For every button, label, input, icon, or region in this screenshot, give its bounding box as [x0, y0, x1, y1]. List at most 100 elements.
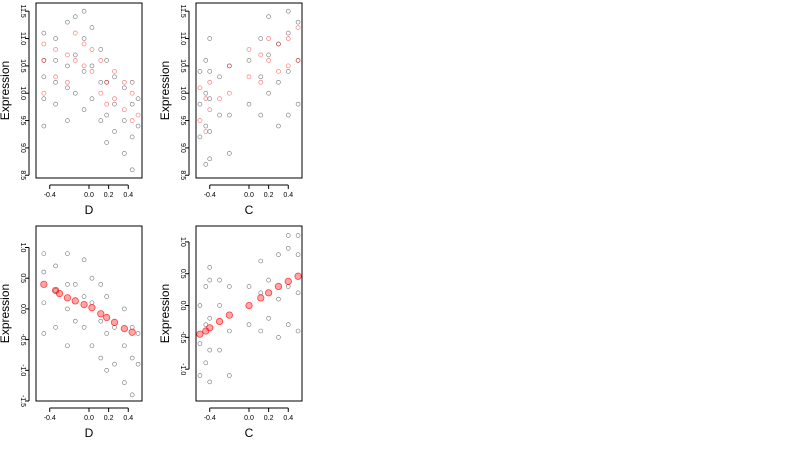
data-point	[258, 258, 264, 264]
data-point	[121, 107, 127, 113]
data-point	[197, 134, 203, 140]
data-point	[81, 294, 87, 299]
data-point	[129, 118, 135, 123]
y-tick-label: -0.5	[179, 331, 186, 343]
x-tick-label: 0.4	[123, 192, 133, 199]
data-point	[295, 58, 301, 63]
data-point	[295, 252, 301, 257]
y-tick-label: 0.0	[19, 304, 26, 314]
data-point	[258, 52, 264, 58]
data-point	[104, 101, 110, 107]
data-point	[53, 47, 59, 52]
scatter-panel-2: -0.4 0.0 0.2 0.4 C 8.5 9.0 9.5 10.0 10.5 11.0 11.5 E…	[158, 2, 303, 217]
data-point	[266, 315, 271, 321]
data-point	[135, 331, 141, 336]
x-axis-title: D	[85, 426, 94, 440]
data-point	[266, 277, 271, 283]
y-tick-label: 10.0	[19, 86, 26, 100]
data-point	[63, 294, 72, 302]
data-point	[89, 343, 95, 349]
data-point	[112, 101, 117, 107]
data-point	[65, 306, 70, 312]
y-axis: -1.5 -1.0 -0.5 0.0 0.5 1.0	[19, 243, 30, 407]
data-point	[104, 294, 109, 299]
data-point	[295, 233, 301, 238]
data-point	[245, 301, 253, 310]
scatter-panel-1: -0.4 0.0 0.2 0.4 D 8.5 9.0 9.5 10.0 10.5 11.0 11.5 E…	[0, 2, 143, 217]
x-tick-label: 0.0	[84, 415, 94, 422]
data-point	[97, 310, 105, 318]
data-point	[122, 118, 127, 123]
data-point	[122, 85, 127, 91]
data-point	[81, 36, 87, 41]
data-point	[197, 101, 203, 107]
data-point	[98, 318, 104, 324]
y-tick-label: -0.5	[19, 334, 26, 346]
data-point	[53, 74, 59, 80]
data-point	[65, 118, 70, 123]
data-point	[72, 30, 78, 36]
data-point	[103, 313, 111, 322]
x-tick-label: 0.0	[84, 192, 94, 199]
data-point	[98, 118, 104, 123]
data-point	[285, 322, 291, 327]
data-point	[285, 69, 291, 74]
data-point	[257, 294, 265, 302]
data-point	[203, 96, 209, 102]
data-point	[207, 347, 213, 353]
series-2	[197, 25, 301, 134]
data-point	[129, 392, 135, 398]
data-point	[128, 328, 136, 336]
data-point	[135, 112, 141, 118]
data-point	[197, 118, 203, 123]
data-point	[104, 140, 109, 145]
x-tick-label: 0.4	[283, 192, 293, 199]
data-point	[227, 151, 232, 156]
data-point	[266, 58, 272, 63]
data-point	[55, 289, 64, 298]
data-point	[98, 355, 104, 361]
data-point	[295, 328, 301, 334]
x-tick-label: 0.0	[244, 415, 254, 422]
data-point	[246, 284, 252, 289]
data-point	[41, 251, 47, 256]
data-point	[266, 36, 272, 41]
x-tick-label: -0.4	[44, 192, 56, 199]
series-1	[41, 8, 141, 173]
data-point	[284, 277, 292, 285]
x-tick-label: 0.0	[244, 192, 254, 199]
x-axis: -0.4 0.0 0.2 0.4	[44, 407, 133, 422]
data-point	[121, 79, 127, 85]
data-point	[120, 324, 128, 333]
data-point	[227, 112, 232, 118]
data-point	[266, 90, 271, 96]
data-point	[246, 74, 252, 80]
y-tick-label: 9.5	[179, 116, 186, 126]
data-point	[285, 63, 291, 69]
data-point	[203, 322, 209, 327]
plot-frame	[35, 2, 143, 179]
y-tick-label: 9.0	[19, 143, 26, 153]
data-point	[41, 300, 47, 306]
data-point	[104, 112, 109, 118]
data-point	[258, 79, 264, 85]
data-point	[207, 277, 213, 283]
data-point	[295, 19, 301, 25]
y-axis: 8.5 9.0 9.5 10.0 10.5 11.0 11.5	[19, 5, 30, 180]
y-tick-label: 9.0	[179, 143, 186, 153]
data-point	[294, 272, 302, 280]
data-point	[203, 360, 209, 366]
data-point	[98, 282, 104, 287]
x-tick-label: 0.4	[123, 415, 133, 422]
data-point	[89, 25, 95, 30]
data-point	[276, 68, 281, 74]
y-tick-label: 0.5	[179, 269, 186, 279]
data-point	[207, 379, 213, 385]
y-tick-label: 1.0	[179, 237, 186, 247]
data-point	[53, 263, 58, 269]
data-point	[226, 63, 232, 69]
data-point	[246, 101, 252, 107]
plot-frame	[35, 225, 143, 402]
series-1	[41, 251, 141, 398]
